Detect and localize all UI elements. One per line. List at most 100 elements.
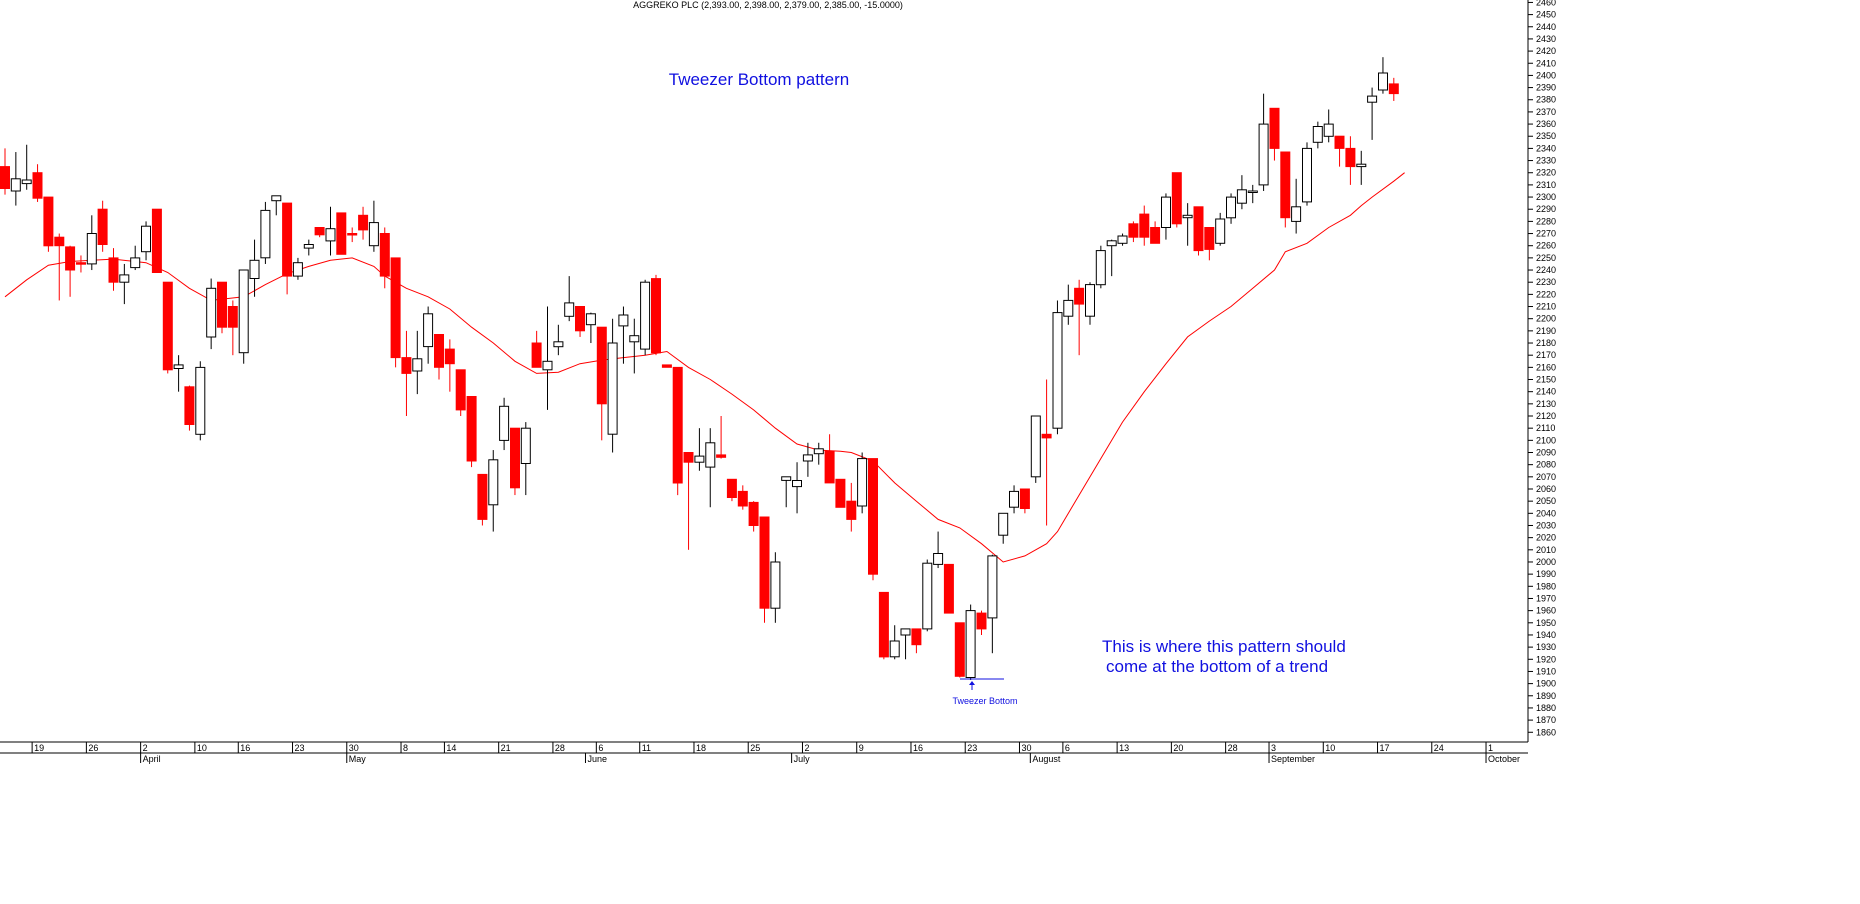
candle-body-down <box>217 281 227 328</box>
x-tick-label: 28 <box>1228 743 1238 753</box>
candle <box>412 330 423 395</box>
candle <box>358 206 369 240</box>
candle-body-up <box>1247 190 1258 193</box>
candle-body-up <box>705 442 716 468</box>
candle <box>1052 300 1063 435</box>
candle <box>1334 135 1345 167</box>
candle <box>510 427 520 496</box>
candle <box>238 269 249 364</box>
candle <box>1139 205 1150 246</box>
x-tick-label: 2 <box>804 743 809 753</box>
y-tick-label: 2300 <box>1536 192 1556 202</box>
candle-body-up <box>770 561 781 609</box>
candle-body-down <box>737 490 748 507</box>
y-tick-label: 2320 <box>1536 168 1556 178</box>
candle <box>683 452 694 550</box>
candle <box>943 563 954 614</box>
candle <box>271 195 282 216</box>
month-label: May <box>349 754 367 764</box>
candle <box>922 559 933 632</box>
candle <box>868 458 878 581</box>
x-tick-label: 1 <box>1488 743 1493 753</box>
candle-body-down <box>336 212 347 255</box>
x-tick-label: 30 <box>349 743 359 753</box>
candle <box>846 482 857 532</box>
candle <box>694 428 705 471</box>
candle-body-down <box>227 306 238 328</box>
y-tick-label: 2120 <box>1536 411 1556 421</box>
candle-body-up <box>900 628 911 636</box>
x-tick-label: 8 <box>403 743 408 753</box>
candle <box>65 245 76 297</box>
candle-body-down <box>1345 147 1356 168</box>
candle-body-up <box>542 360 553 371</box>
candle-body-up <box>922 562 933 630</box>
x-tick-label: 16 <box>240 743 250 753</box>
candle-body-down <box>1128 223 1139 238</box>
candle-body-down <box>1334 135 1345 149</box>
month-label: September <box>1271 754 1315 764</box>
candle <box>835 478 846 508</box>
candle-body-down <box>282 202 293 277</box>
y-tick-label: 2170 <box>1536 350 1556 360</box>
candle-body-up <box>1063 299 1074 317</box>
candle-body-down <box>162 281 173 371</box>
candle <box>423 306 434 364</box>
candle-body-up <box>1030 415 1041 478</box>
candle <box>716 416 727 459</box>
y-tick-label: 2310 <box>1536 180 1556 190</box>
candle-body-down <box>434 334 444 368</box>
y-tick-label: 2000 <box>1536 557 1556 567</box>
candle <box>32 164 43 202</box>
y-tick-label: 2440 <box>1536 22 1556 32</box>
candle-body-down <box>726 478 737 498</box>
candle-body-up <box>1378 72 1388 91</box>
candle-body-down <box>358 214 369 231</box>
y-tick-label: 2280 <box>1536 216 1556 226</box>
y-tick-label: 2040 <box>1536 508 1556 518</box>
candle <box>520 422 531 496</box>
candle <box>336 212 347 255</box>
y-tick-label: 1890 <box>1536 691 1556 701</box>
candle <box>1161 193 1171 240</box>
y-tick-label: 2420 <box>1536 46 1556 56</box>
candle <box>97 200 108 252</box>
candle-body-down <box>314 227 325 236</box>
candle-body-up <box>857 458 868 507</box>
candle-body-down <box>1193 206 1204 252</box>
candle <box>585 312 596 344</box>
candle-body-up <box>195 366 206 435</box>
candle-body-up <box>607 342 618 435</box>
y-tick-label: 2360 <box>1536 119 1556 129</box>
candle <box>1106 239 1117 277</box>
candle-body-down <box>184 386 195 425</box>
candle <box>1063 284 1074 325</box>
candle-body-down <box>1269 107 1280 149</box>
candle <box>43 196 54 252</box>
candle <box>499 397 510 451</box>
candle <box>1019 488 1030 514</box>
candle <box>564 276 575 322</box>
candle-body-down <box>846 500 857 520</box>
candle-body-up <box>206 287 217 338</box>
candle-body-up <box>141 225 151 253</box>
candle <box>390 257 401 368</box>
bottom-note-line1: This is where this pattern should <box>1102 637 1346 656</box>
x-tick-label: 30 <box>1021 743 1031 753</box>
candle <box>195 361 206 441</box>
y-tick-label: 2110 <box>1536 423 1555 433</box>
candle <box>1117 233 1128 246</box>
x-tick-label: 26 <box>88 743 98 753</box>
candle <box>976 610 987 635</box>
candle-body-up <box>781 476 792 481</box>
x-tick-label: 21 <box>501 743 511 753</box>
candle-body-up <box>1215 218 1226 244</box>
candle-body-up <box>1236 189 1247 204</box>
x-tick-label: 6 <box>598 743 603 753</box>
candle-body-up <box>271 195 282 202</box>
candle-body-up <box>933 553 944 565</box>
candle-body-up <box>412 358 423 372</box>
candle-body-down <box>1280 151 1291 219</box>
y-tick-label: 2210 <box>1536 302 1556 312</box>
candle <box>217 281 227 334</box>
